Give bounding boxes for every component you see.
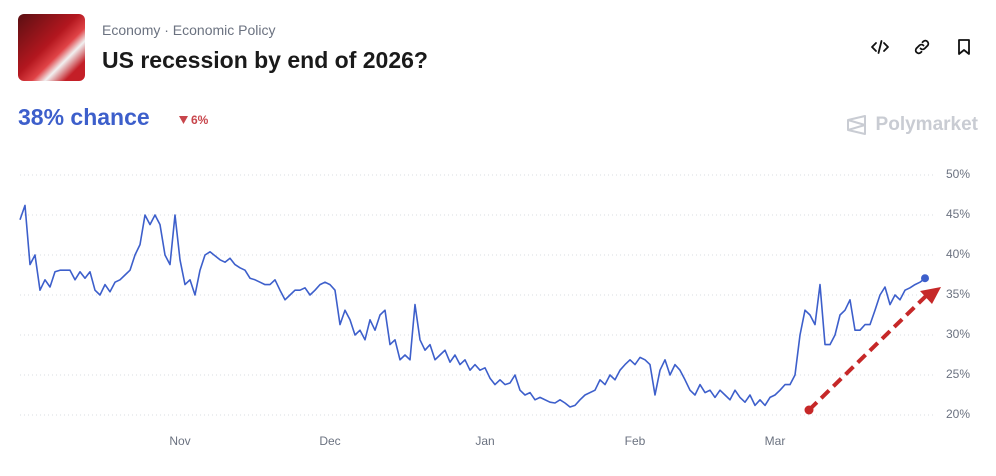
toolbar (870, 37, 974, 57)
trend-arrow (804, 287, 941, 415)
change-indicator: 6% (179, 113, 208, 127)
brand-name: Polymarket (875, 114, 978, 135)
last-point (921, 274, 929, 283)
x-tick-label: Dec (319, 434, 340, 448)
x-tick-label: Jan (475, 434, 494, 448)
chance-label: 38% chance (18, 104, 150, 130)
y-tick-label: 50% (946, 167, 970, 181)
y-tick-label: 40% (946, 247, 970, 261)
breadcrumb[interactable]: Economy · Economic Policy (102, 22, 276, 38)
price-line (19, 204, 926, 408)
brand: Polymarket (846, 114, 978, 136)
x-tick-label: Nov (169, 434, 190, 448)
market-title: US recession by end of 2026? (102, 47, 428, 73)
market-image (18, 14, 85, 81)
brand-logo (846, 115, 866, 135)
down-triangle (179, 116, 188, 124)
y-tick-label: 20% (946, 407, 970, 421)
y-tick-label: 30% (946, 327, 970, 341)
y-tick-label: 45% (946, 207, 970, 221)
bookmark-button[interactable] (954, 37, 974, 57)
y-tick-label: 25% (946, 367, 970, 381)
embed-button[interactable] (870, 37, 890, 57)
link-button[interactable] (912, 37, 932, 57)
x-tick-label: Feb (625, 434, 646, 448)
y-tick-label: 35% (946, 287, 970, 301)
x-tick-label: Mar (765, 434, 786, 448)
change-label: 6% (191, 113, 209, 127)
